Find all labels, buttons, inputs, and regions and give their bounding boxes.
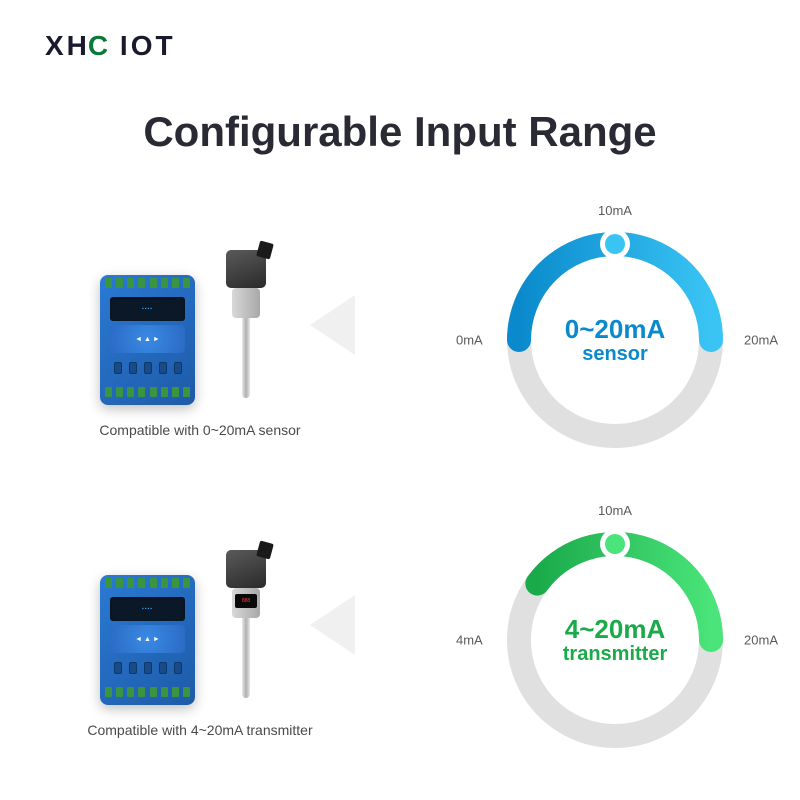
device-illustration: ▪▪▪▪ Compatible with 0~20mA sensor	[100, 250, 400, 430]
range-ring-sensor: 0~20mA sensor 10mA 0mA 20mA	[500, 225, 730, 455]
ring-label-top: 10mA	[598, 503, 632, 518]
row-sensor: ▪▪▪▪ Compatible with 0~20mA sensor	[0, 225, 800, 455]
module-screen-icon: ▪▪▪▪	[110, 297, 185, 321]
brand-logo: XHC IOT	[45, 30, 176, 62]
row-transmitter: ▪▪▪▪ 888 Compatible with 4~20mA transmit…	[0, 525, 800, 755]
ring-label-left: 0mA	[456, 333, 483, 348]
io-module-icon: ▪▪▪▪	[100, 275, 195, 405]
device-caption: Compatible with 0~20mA sensor	[70, 422, 330, 438]
module-keypad-icon	[110, 625, 185, 653]
ring-label-right: 20mA	[744, 333, 778, 348]
sensor-probe-icon: 888	[208, 550, 283, 720]
ring-range-text: 4~20mA	[565, 614, 665, 645]
ring-type-text: transmitter	[563, 643, 667, 666]
ring-label-top: 10mA	[598, 203, 632, 218]
module-screen-icon: ▪▪▪▪	[110, 597, 185, 621]
module-keypad-icon	[110, 325, 185, 353]
ring-label-right: 20mA	[744, 633, 778, 648]
sensor-probe-icon	[208, 250, 283, 420]
device-caption: Compatible with 4~20mA transmitter	[70, 722, 330, 738]
io-module-icon: ▪▪▪▪	[100, 575, 195, 705]
range-ring-transmitter: 4~20mA transmitter 10mA 4mA 20mA	[500, 525, 730, 755]
page-title: Configurable Input Range	[0, 108, 800, 156]
device-illustration: ▪▪▪▪ 888 Compatible with 4~20mA transmit…	[100, 550, 400, 730]
ring-label-left: 4mA	[456, 633, 483, 648]
ring-range-text: 0~20mA	[565, 314, 665, 345]
ring-type-text: sensor	[582, 343, 648, 366]
